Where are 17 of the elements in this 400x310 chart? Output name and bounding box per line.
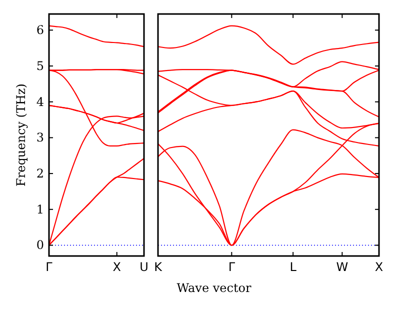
- y-tick-label: 2: [36, 166, 44, 181]
- x-tick-label: W: [336, 260, 348, 274]
- x-tick-label: K: [154, 260, 164, 274]
- x-tick-label: U: [140, 260, 148, 274]
- x-tick-label: X: [112, 260, 121, 274]
- y-tick-label: 3: [36, 130, 44, 145]
- y-axis-title: Frequency (THz): [14, 84, 28, 186]
- y-tick-label: 6: [36, 23, 44, 38]
- y-tick-label: 0: [36, 238, 44, 252]
- x-tick-label: X: [374, 260, 384, 274]
- x-tick-label: L: [290, 260, 297, 274]
- x-axis-title: Wave vector: [176, 281, 252, 295]
- y-tick-label: 5: [36, 58, 44, 73]
- y-tick-label: 1: [36, 202, 44, 216]
- y-tick-label: 4: [36, 94, 44, 109]
- x-tick-label: Γ: [228, 260, 236, 274]
- x-tick-label: Γ: [46, 260, 53, 274]
